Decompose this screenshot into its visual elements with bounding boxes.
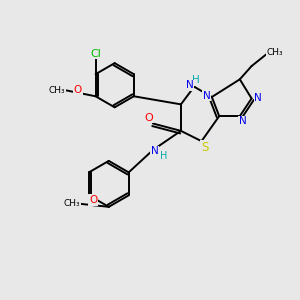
Text: CH₃: CH₃ — [64, 200, 80, 208]
Text: CH₃: CH₃ — [49, 86, 66, 95]
Text: O: O — [74, 85, 82, 95]
Text: N: N — [151, 146, 158, 157]
Text: H: H — [160, 151, 167, 161]
Text: N: N — [254, 94, 262, 103]
Text: S: S — [201, 141, 208, 154]
Text: H: H — [192, 75, 200, 85]
Text: N: N — [186, 80, 194, 90]
Text: Cl: Cl — [90, 49, 101, 58]
Text: CH₃: CH₃ — [267, 48, 284, 57]
Text: N: N — [239, 116, 247, 126]
Text: O: O — [144, 112, 153, 123]
Text: N: N — [203, 91, 210, 100]
Text: O: O — [89, 195, 97, 205]
